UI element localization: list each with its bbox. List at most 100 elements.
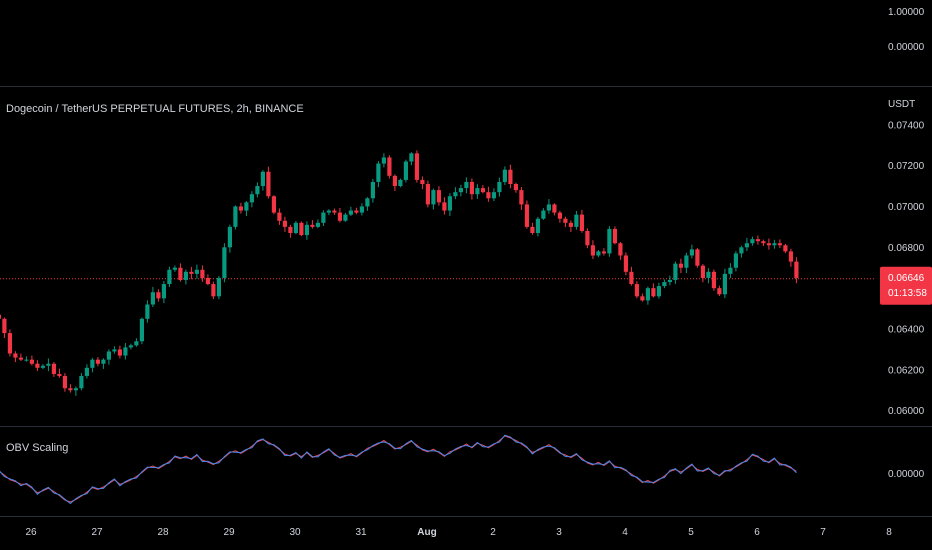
candle <box>189 271 194 274</box>
price-tick-label: 0.07400 <box>888 120 925 131</box>
candle <box>354 210 359 213</box>
candle <box>574 214 579 227</box>
candle <box>161 284 166 299</box>
candle <box>695 249 700 266</box>
candle <box>299 222 304 236</box>
candle <box>684 255 689 268</box>
candle <box>546 204 551 211</box>
candle <box>618 243 623 256</box>
candle <box>601 251 606 254</box>
candle <box>365 198 370 207</box>
price-tick-label: 0.06200 <box>888 365 925 376</box>
time-tick-label: 8 <box>886 527 892 538</box>
candle <box>409 153 414 162</box>
candle <box>711 271 716 289</box>
candle <box>414 153 419 180</box>
time-tick-label: 5 <box>688 527 694 538</box>
candle <box>73 388 78 391</box>
candle <box>293 222 298 234</box>
price-tick-label: 0.06800 <box>888 243 925 254</box>
candle <box>13 353 18 358</box>
candle <box>0 314 1 319</box>
candle <box>282 220 287 227</box>
candle <box>24 359 29 361</box>
candle <box>403 161 408 180</box>
candle <box>101 359 106 364</box>
time-tick-label: 26 <box>25 527 37 538</box>
candle <box>442 202 447 211</box>
candle <box>211 284 216 297</box>
candle <box>425 183 430 205</box>
candle <box>315 222 320 227</box>
price-tick-label: 0.06400 <box>888 325 925 336</box>
candle <box>706 271 711 278</box>
candle <box>794 261 799 278</box>
time-tick-label: 31 <box>355 527 367 538</box>
candle <box>563 218 568 223</box>
candle <box>40 365 45 368</box>
candle <box>508 169 513 184</box>
candle <box>607 228 612 254</box>
candle <box>458 188 463 193</box>
candle <box>431 190 436 205</box>
candle <box>766 243 771 246</box>
candle <box>348 210 353 215</box>
candle <box>497 181 502 193</box>
candle <box>772 243 777 246</box>
indicator-tick: 0.00000 <box>888 469 925 480</box>
candle <box>623 255 628 272</box>
candle <box>2 318 7 334</box>
candle <box>145 304 150 319</box>
candle <box>656 286 661 297</box>
indicator-title: OBV Scaling <box>6 442 68 454</box>
candle <box>513 183 518 191</box>
candle <box>178 267 183 280</box>
candle <box>777 243 782 246</box>
candle <box>673 263 678 280</box>
candle <box>222 247 227 278</box>
candle <box>288 226 293 234</box>
candle <box>238 206 243 211</box>
candle <box>326 210 331 213</box>
candle <box>750 239 755 244</box>
time-tick-label: 3 <box>556 527 562 538</box>
candle <box>585 230 590 246</box>
candle <box>266 171 271 197</box>
candle <box>524 204 529 227</box>
candle <box>634 284 639 297</box>
candle <box>788 251 793 262</box>
candle <box>398 179 403 187</box>
candle <box>183 271 188 280</box>
candle <box>387 157 392 176</box>
candle <box>304 224 309 236</box>
candle <box>51 363 56 374</box>
time-tick-label: 27 <box>91 527 103 538</box>
price-tick-label: 0.06000 <box>888 406 925 417</box>
candle <box>7 333 12 354</box>
time-axis[interactable]: 26 27 28 29 30 31 Aug 2 3 4 5 6 7 8 <box>25 527 892 538</box>
candle <box>480 188 485 193</box>
candle <box>233 206 238 227</box>
candle <box>84 367 89 376</box>
price-tick-label: 0.07200 <box>888 161 925 172</box>
candle <box>359 206 364 213</box>
time-tick-label: 6 <box>754 527 760 538</box>
time-tick-label: 7 <box>820 527 826 538</box>
candle <box>453 192 458 197</box>
candle <box>271 196 276 213</box>
candle <box>662 282 667 287</box>
candle <box>123 347 128 356</box>
time-tick-label: 30 <box>289 527 301 538</box>
candle <box>755 239 760 242</box>
candle <box>200 269 205 278</box>
last-price-tag: 0.06646 01:13:58 <box>880 266 932 305</box>
obv-series-line <box>0 435 797 503</box>
candle <box>717 288 722 295</box>
candle <box>95 359 100 364</box>
candle <box>436 190 441 203</box>
candle <box>475 188 480 195</box>
candles <box>0 150 799 396</box>
candle <box>332 210 337 213</box>
candle <box>139 318 144 342</box>
